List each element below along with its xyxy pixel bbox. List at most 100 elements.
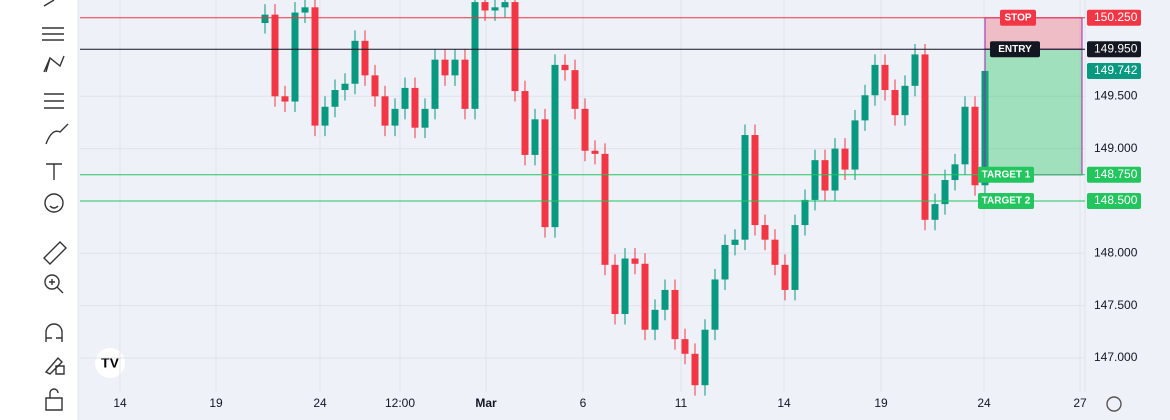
price-axis-label xyxy=(1087,41,1141,58)
candle-body xyxy=(451,59,459,76)
candle-body xyxy=(551,64,559,228)
candle-body xyxy=(791,225,799,290)
price-line-tag xyxy=(978,166,1034,183)
candle-body xyxy=(771,239,779,265)
candle-body xyxy=(381,96,389,126)
price-axis-label-text: 148.500 xyxy=(1094,193,1138,207)
x-tick-label: 19 xyxy=(874,396,888,410)
current-price-label xyxy=(1087,62,1141,79)
price-line-tag-text: ENTRY xyxy=(998,44,1032,55)
candle-body xyxy=(291,12,299,102)
candle-body xyxy=(351,40,359,84)
candle-body xyxy=(321,106,329,126)
logo[interactable] xyxy=(95,348,125,378)
candle-body xyxy=(701,329,709,386)
candle-body xyxy=(811,160,819,200)
x-tick-label: 19 xyxy=(209,396,223,410)
x-tick-label: 27 xyxy=(1073,396,1087,410)
candle-body xyxy=(491,7,499,11)
candle-body xyxy=(681,339,689,354)
candle-body xyxy=(531,119,539,155)
candle-body xyxy=(861,95,869,121)
logo-mark: TV xyxy=(101,355,120,371)
candle-body xyxy=(911,54,919,86)
candle-body xyxy=(261,14,269,24)
y-tick-label: 147.000 xyxy=(1094,350,1138,364)
candle-body xyxy=(881,64,889,91)
candle-body xyxy=(871,64,879,96)
candle-body xyxy=(471,2,479,109)
toolbar-icons[interactable] xyxy=(42,0,69,411)
candle-body xyxy=(951,164,959,181)
candle-body xyxy=(311,7,319,126)
candle-body xyxy=(941,180,949,205)
reward-zone xyxy=(984,48,1083,176)
candle-body xyxy=(651,309,659,330)
candle-body xyxy=(961,106,969,165)
y-tick-label: 147.500 xyxy=(1094,298,1138,312)
candle-body xyxy=(741,135,749,240)
candle-body xyxy=(901,85,909,116)
candle-body xyxy=(641,263,649,330)
candle-body xyxy=(851,120,859,170)
candle-body xyxy=(441,59,449,76)
candle-body xyxy=(401,87,409,109)
x-tick-label: 12:00 xyxy=(385,396,415,410)
x-tick-label: 24 xyxy=(313,396,327,410)
candle-body xyxy=(661,289,669,310)
y-tick-label: 148.000 xyxy=(1094,245,1138,259)
current-price-label-text: 149.742 xyxy=(1094,63,1138,77)
candle-body xyxy=(971,106,979,186)
candle-body xyxy=(781,264,789,290)
x-tick-label: 6 xyxy=(580,396,587,410)
candle-body xyxy=(341,83,349,91)
price-axis-label-text: 148.750 xyxy=(1094,167,1138,181)
candle-body xyxy=(521,91,529,155)
candle-body xyxy=(511,2,519,92)
candle-body xyxy=(751,135,759,226)
candle-body xyxy=(411,87,419,128)
y-tick-label: 149.500 xyxy=(1094,88,1138,102)
candle-body xyxy=(921,54,929,220)
candle-body xyxy=(891,90,899,116)
candle-body xyxy=(671,289,679,340)
candle-body xyxy=(421,108,429,128)
candle-body xyxy=(731,239,739,245)
price-axis-label xyxy=(1087,9,1141,26)
candle-body xyxy=(611,264,619,315)
price-axis-label xyxy=(1087,166,1141,183)
price-axis-label xyxy=(1087,192,1141,209)
candle-body xyxy=(581,108,589,151)
candle-body xyxy=(371,75,379,97)
candle-body xyxy=(831,148,839,191)
candle-body xyxy=(821,160,829,191)
candle-body xyxy=(931,204,939,220)
y-tick-label: 149.000 xyxy=(1094,141,1138,155)
candle-body xyxy=(391,108,399,126)
candle-body xyxy=(721,244,729,280)
x-tick-label: 14 xyxy=(113,396,127,410)
candle-body xyxy=(561,64,569,71)
candle-body xyxy=(271,14,279,97)
candle-body xyxy=(541,119,549,228)
candle-body xyxy=(501,2,509,8)
candle-body xyxy=(571,70,579,109)
candle-body xyxy=(301,7,309,13)
price-axis-label-text: 149.950 xyxy=(1094,41,1138,55)
x-tick-label: 24 xyxy=(977,396,991,410)
candle-body xyxy=(841,148,849,170)
x-tick-label: Mar xyxy=(475,396,497,410)
candle-body xyxy=(691,353,699,386)
candle-body xyxy=(281,96,289,102)
candle-body xyxy=(591,150,599,154)
candle-body xyxy=(331,90,339,107)
toolbar xyxy=(0,0,78,420)
candle-body xyxy=(361,40,369,76)
price-line-tag xyxy=(990,41,1040,58)
price-line-tag-text: STOP xyxy=(1004,12,1031,23)
settings-icon[interactable] xyxy=(1106,396,1122,412)
candle-body xyxy=(461,59,469,109)
